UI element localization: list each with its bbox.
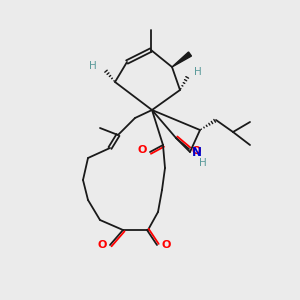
Text: O: O (137, 145, 147, 155)
Text: O: O (192, 146, 201, 156)
Text: H: H (194, 67, 202, 77)
Text: N: N (192, 146, 202, 158)
Text: O: O (97, 240, 107, 250)
Text: H: H (89, 61, 97, 71)
Polygon shape (172, 52, 191, 67)
Text: H: H (199, 158, 207, 168)
Text: O: O (162, 240, 171, 250)
